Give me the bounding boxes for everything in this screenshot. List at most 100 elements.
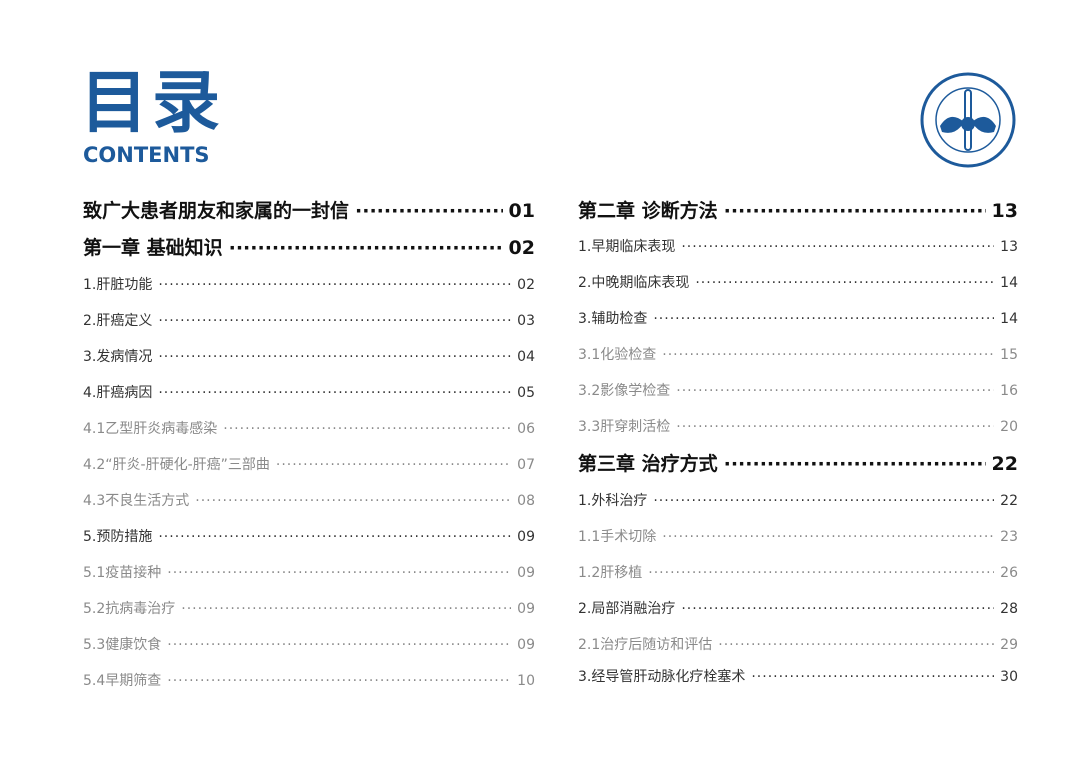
leader-dots <box>648 565 994 581</box>
toc-entry[interactable]: 2.中晚期临床表现 14 <box>578 272 1018 292</box>
leader-dots <box>158 277 511 293</box>
leader-dots <box>724 200 986 222</box>
toc-entry[interactable]: 5.3健康饮食 09 <box>83 634 535 654</box>
leader-dots <box>751 669 994 685</box>
toc-entry-page: 22 <box>991 453 1018 475</box>
toc-entry[interactable]: 2.1治疗后随访和评估 29 <box>578 634 1018 654</box>
toc-entry-page: 09 <box>517 601 535 617</box>
toc-entry-label: 5.1疫苗接种 <box>83 565 162 581</box>
toc-entry-page: 23 <box>1000 529 1018 545</box>
toc-entry-page: 02 <box>508 237 535 259</box>
toc-entry-page: 13 <box>991 200 1018 222</box>
leader-dots <box>158 349 511 365</box>
toc-entry[interactable]: 3.发病情况 04 <box>83 346 535 366</box>
toc-entry-page: 02 <box>517 277 535 293</box>
leader-dots <box>662 347 994 363</box>
toc-entry[interactable]: 1.肝脏功能 02 <box>83 274 535 294</box>
leader-dots <box>167 673 511 689</box>
toc-entry-page: 07 <box>517 457 535 473</box>
leader-dots <box>229 237 503 259</box>
toc-entry-page: 14 <box>1000 311 1018 327</box>
toc-entry-label: 2.1治疗后随访和评估 <box>578 637 713 653</box>
toc-entry[interactable]: 3.3肝穿刺活检 20 <box>578 416 1018 436</box>
association-logo <box>920 72 1016 168</box>
toc-entry-label: 3.经导管肝动脉化疗栓塞术 <box>578 669 746 685</box>
toc-entry-label: 1.早期临床表现 <box>578 239 676 255</box>
toc-entry-page: 06 <box>517 421 535 437</box>
leader-dots <box>653 493 994 509</box>
toc-entry[interactable]: 3.经导管肝动脉化疗栓塞术 30 <box>578 666 1018 686</box>
toc-entry-label: 1.1手术切除 <box>578 529 657 545</box>
leader-dots <box>676 419 994 435</box>
toc-entry-label: 4.2“肝炎-肝硬化-肝癌”三部曲 <box>83 457 270 473</box>
leader-dots <box>158 385 511 401</box>
toc-entry-page: 22 <box>1000 493 1018 509</box>
toc-entry-label: 3.2影像学检查 <box>578 383 671 399</box>
leader-dots <box>223 421 511 437</box>
toc-entry[interactable]: 1.早期临床表现 13 <box>578 236 1018 256</box>
toc-entry-page: 08 <box>517 493 535 509</box>
toc-entry[interactable]: 第二章 诊断方法 13 <box>578 196 1018 223</box>
toc-entry[interactable]: 4.3不良生活方式 08 <box>83 490 535 510</box>
toc-entry[interactable]: 第一章 基础知识 02 <box>83 233 535 260</box>
toc-entry[interactable]: 1.2肝移植 26 <box>578 562 1018 582</box>
leader-dots <box>724 453 986 475</box>
toc-entry-page: 16 <box>1000 383 1018 399</box>
toc-entry-label: 2.中晚期临床表现 <box>578 275 690 291</box>
toc-entry[interactable]: 4.肝癌病因 05 <box>83 382 535 402</box>
leader-dots <box>158 529 511 545</box>
toc-entry-page: 13 <box>1000 239 1018 255</box>
toc-entry-label: 2.肝癌定义 <box>83 313 153 329</box>
toc-entry-page: 04 <box>517 349 535 365</box>
toc-entry-label: 5.4早期筛查 <box>83 673 162 689</box>
toc-entry-label: 第一章 基础知识 <box>83 237 223 259</box>
leader-dots <box>181 601 511 617</box>
toc-entry-label: 5.预防措施 <box>83 529 153 545</box>
toc-entry-label: 4.3不良生活方式 <box>83 493 190 509</box>
toc-entry-label: 第三章 治疗方式 <box>578 453 718 475</box>
leader-dots <box>276 457 511 473</box>
toc-entry-page: 26 <box>1000 565 1018 581</box>
leader-dots <box>158 313 511 329</box>
toc-entry[interactable]: 4.1乙型肝炎病毒感染 06 <box>83 418 535 438</box>
toc-entry[interactable]: 5.4早期筛查 10 <box>83 670 535 690</box>
toc-entry[interactable]: 3.1化验检查 15 <box>578 344 1018 364</box>
leader-dots <box>195 493 511 509</box>
toc-entry[interactable]: 致广大患者朋友和家属的一封信 01 <box>83 196 535 223</box>
toc-entry-label: 第二章 诊断方法 <box>578 200 718 222</box>
toc-entry-label: 5.3健康饮食 <box>83 637 162 653</box>
toc-entry[interactable]: 5.1疫苗接种 09 <box>83 562 535 582</box>
toc-entry-label: 3.发病情况 <box>83 349 153 365</box>
leader-dots <box>695 275 994 291</box>
toc-entry-page: 03 <box>517 313 535 329</box>
toc-entry-label: 致广大患者朋友和家属的一封信 <box>83 200 350 222</box>
toc-entry[interactable]: 5.预防措施 09 <box>83 526 535 546</box>
toc-entry-label: 1.外科治疗 <box>578 493 648 509</box>
toc-entry-page: 28 <box>1000 601 1018 617</box>
leader-dots <box>681 239 994 255</box>
toc-entry-page: 09 <box>517 529 535 545</box>
toc-entry[interactable]: 4.2“肝炎-肝硬化-肝癌”三部曲 07 <box>83 454 535 474</box>
toc-entry[interactable]: 3.2影像学检查 16 <box>578 380 1018 400</box>
leader-dots <box>355 200 503 222</box>
toc-entry-page: 15 <box>1000 347 1018 363</box>
toc-entry[interactable]: 5.2抗病毒治疗 09 <box>83 598 535 618</box>
toc-entry[interactable]: 1.外科治疗 22 <box>578 490 1018 510</box>
toc-entry-page: 01 <box>508 200 535 222</box>
toc-entry[interactable]: 2.局部消融治疗 28 <box>578 598 1018 618</box>
leader-dots <box>167 565 511 581</box>
toc-entry[interactable]: 2.肝癌定义 03 <box>83 310 535 330</box>
toc-entry-label: 5.2抗病毒治疗 <box>83 601 176 617</box>
toc-entry-page: 30 <box>1000 669 1018 685</box>
toc-entry-label: 3.辅助检查 <box>578 311 648 327</box>
leader-dots <box>167 637 511 653</box>
toc-entry-page: 09 <box>517 637 535 653</box>
toc-entry-page: 10 <box>517 673 535 689</box>
toc-entry[interactable]: 3.辅助检查 14 <box>578 308 1018 328</box>
toc-entry[interactable]: 第三章 治疗方式 22 <box>578 449 1018 476</box>
toc-entry-page: 05 <box>517 385 535 401</box>
toc-entry-label: 3.3肝穿刺活检 <box>578 419 671 435</box>
toc-entry[interactable]: 1.1手术切除 23 <box>578 526 1018 546</box>
toc-entry-page: 20 <box>1000 419 1018 435</box>
toc-entry-label: 2.局部消融治疗 <box>578 601 676 617</box>
